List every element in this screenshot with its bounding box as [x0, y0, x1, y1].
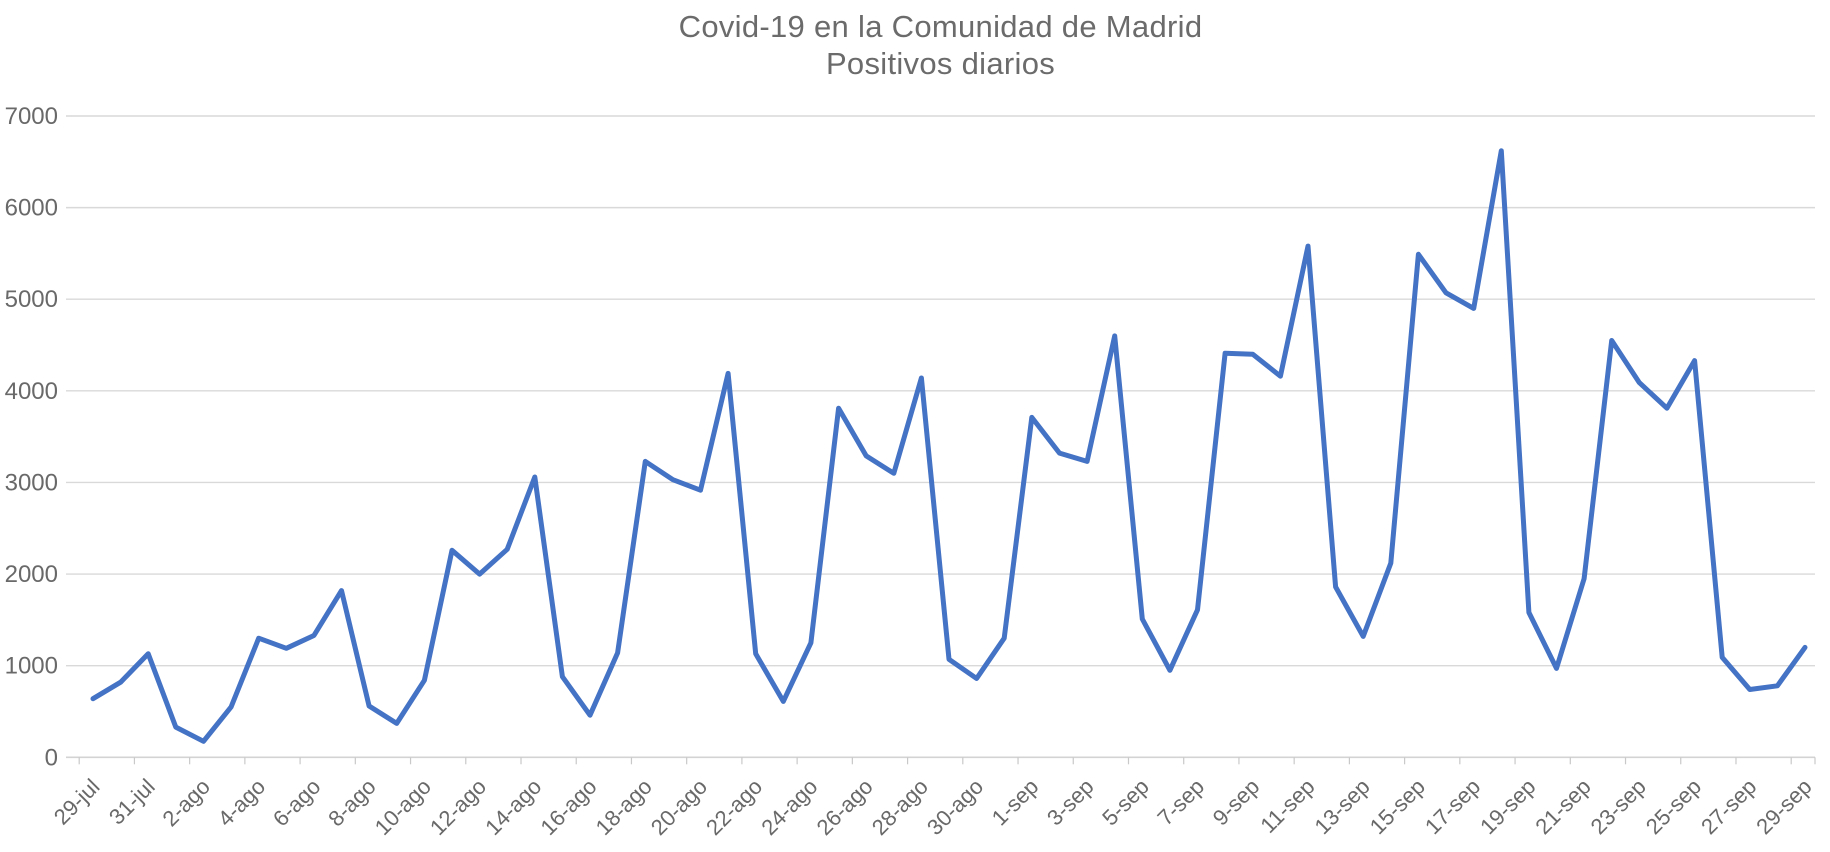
x-axis-label: 4-ago	[213, 774, 270, 831]
y-axis-label: 5000	[5, 286, 58, 313]
x-axis-label: 6-ago	[268, 774, 325, 831]
x-axis-label: 29-jul	[49, 774, 105, 830]
y-axis-label: 1000	[5, 653, 58, 680]
x-axis-label: 13-sep	[1309, 774, 1374, 839]
x-axis-label: 14-ago	[480, 774, 546, 840]
x-axis-label: 26-ago	[812, 774, 878, 840]
x-axis-label: 1-sep	[987, 774, 1044, 831]
x-axis-label: 22-ago	[701, 774, 767, 840]
y-axis-label: 3000	[5, 469, 58, 496]
x-axis-label: 25-sep	[1641, 774, 1706, 839]
data-line-positivos-diarios	[90, 148, 1808, 744]
y-axis-label: 2000	[5, 561, 58, 588]
x-axis-label: 28-ago	[867, 774, 933, 840]
x-axis-label: 7-sep	[1152, 774, 1209, 831]
chart-subtitle: Positivos diarios	[825, 46, 1056, 81]
x-axis-label: 29-sep	[1751, 774, 1816, 839]
x-axis-label: 31-jul	[104, 774, 160, 830]
y-axis-label: 0	[45, 744, 58, 771]
x-axis-label: 2-ago	[158, 774, 215, 831]
x-axis-label: 24-ago	[756, 774, 822, 840]
x-axis-label: 16-ago	[535, 774, 601, 840]
x-axis-label: 23-sep	[1586, 774, 1651, 839]
x-axis-label: 12-ago	[425, 774, 491, 840]
x-axis-label: 21-sep	[1530, 774, 1595, 839]
chart-title-block: Covid-19 en la Comunidad de Madrid Posit…	[66, 8, 1815, 82]
chart-title: Covid-19 en la Comunidad de Madrid	[678, 9, 1203, 44]
y-axis-label: 7000	[5, 103, 58, 130]
x-axis-label: 3-sep	[1042, 774, 1099, 831]
x-axis-label: 20-ago	[646, 774, 712, 840]
x-axis-label: 11-sep	[1255, 774, 1319, 838]
y-axis-label: 4000	[5, 378, 58, 405]
x-axis-label: 10-ago	[370, 774, 436, 840]
x-axis-label: 5-sep	[1097, 774, 1154, 831]
x-axis-label: 15-sep	[1365, 774, 1430, 839]
x-axis-label: 19-sep	[1475, 774, 1540, 839]
x-axis-label: 18-ago	[591, 774, 657, 840]
x-axis-label: 17-sep	[1420, 774, 1485, 839]
x-axis-label: 30-ago	[922, 774, 988, 840]
y-axis-label: 6000	[5, 195, 58, 222]
x-axis-label: 27-sep	[1696, 774, 1761, 839]
